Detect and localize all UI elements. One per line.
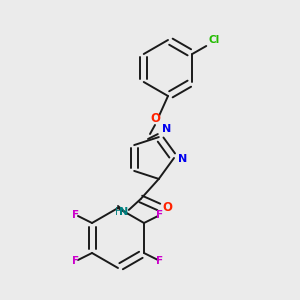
Text: N: N [162, 124, 171, 134]
Text: F: F [156, 256, 164, 266]
Text: F: F [73, 256, 80, 266]
Text: O: O [163, 201, 173, 214]
Text: F: F [73, 210, 80, 220]
Text: N: N [118, 207, 128, 217]
Text: F: F [156, 210, 164, 220]
Text: Cl: Cl [208, 35, 220, 45]
Text: O: O [150, 112, 160, 124]
Text: H: H [116, 207, 123, 217]
Text: N: N [178, 154, 187, 164]
